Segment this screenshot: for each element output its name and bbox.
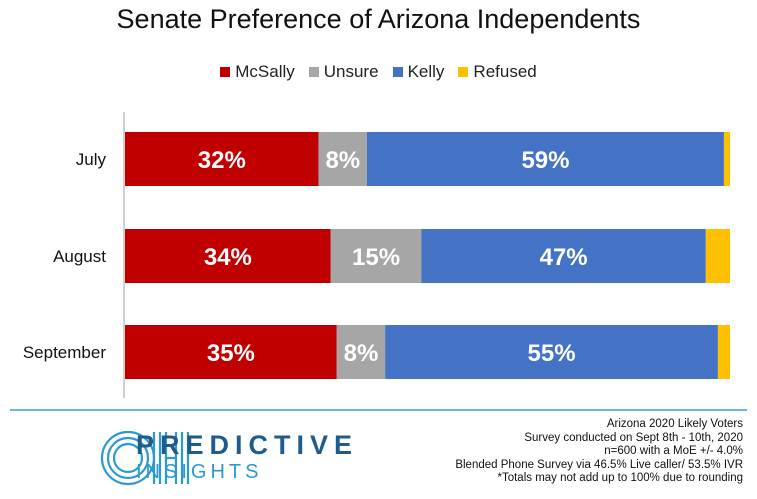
- legend-item-kelly: Kelly: [392, 62, 445, 82]
- legend-item-mcsally: McSally: [220, 62, 295, 82]
- legend-label: Kelly: [407, 62, 445, 81]
- data-label-mcsally-august: 34%: [204, 244, 252, 271]
- bar-unsure-september: [336, 325, 386, 379]
- bar-mcsally-august: [125, 229, 331, 283]
- data-label-unsure-august: 15%: [352, 244, 400, 271]
- bar-refused-august: [705, 229, 730, 283]
- bar-mcsally-september: [125, 325, 337, 379]
- legend-label: Unsure: [323, 62, 379, 81]
- legend-swatch: [458, 67, 469, 77]
- legend-swatch: [392, 67, 403, 77]
- legend-swatch: [220, 67, 231, 77]
- bar-kelly-august: [421, 229, 706, 283]
- bar-mcsally-july: [125, 132, 319, 186]
- survey-note: Blended Phone Survey via 46.5% Live call…: [455, 458, 743, 471]
- bar-refused-september: [717, 325, 730, 379]
- survey-note: Survey conducted on Sept 8th - 10th, 202…: [524, 431, 743, 444]
- chart-title: Senate Preference of Arizona Independent…: [116, 4, 641, 34]
- legend-swatch: [308, 67, 319, 77]
- data-label-mcsally-july: 32%: [198, 147, 246, 174]
- brand-word-insights: INSIGHTS: [136, 461, 263, 483]
- footer-divider: [10, 409, 747, 411]
- data-label-kelly-september: 55%: [528, 340, 576, 367]
- data-label-unsure-september: 8%: [344, 340, 379, 367]
- legend: McSally Unsure Kelly Refused: [0, 62, 757, 82]
- stacked-bar-chart: July 32% 8% 59% August 34% 15% 47% September 35% 8…: [23, 112, 730, 398]
- data-label-kelly-august: 47%: [540, 244, 588, 271]
- bar-unsure-august: [330, 229, 422, 283]
- legend-label: McSally: [235, 62, 295, 81]
- brand-word-predictive: PREDICTIVE: [136, 430, 359, 460]
- data-label-mcsally-september: 35%: [207, 340, 255, 367]
- bar-refused-july: [723, 132, 730, 186]
- legend-item-unsure: Unsure: [308, 62, 379, 82]
- oh-logo-icon: [100, 430, 190, 486]
- survey-note: n=600 with a MoE +/- 4.0%: [604, 445, 743, 458]
- survey-note: Arizona 2020 Likely Voters: [606, 418, 743, 430]
- category-label-july: July: [76, 150, 107, 169]
- bar-unsure-july: [318, 132, 367, 186]
- legend-label: Refused: [473, 62, 537, 81]
- survey-notes: Arizona 2020 Likely Voters Survey conduc…: [455, 418, 743, 486]
- bar-kelly-july: [367, 132, 724, 186]
- category-label-august: August: [53, 247, 106, 266]
- data-label-kelly-july: 59%: [521, 147, 569, 174]
- category-label-september: September: [23, 343, 106, 362]
- data-label-unsure-july: 8%: [325, 147, 360, 174]
- legend-item-refused: Refused: [458, 62, 537, 82]
- bar-kelly-september: [385, 325, 718, 379]
- survey-note: *Totals may not add up to 100% due to ro…: [497, 472, 743, 485]
